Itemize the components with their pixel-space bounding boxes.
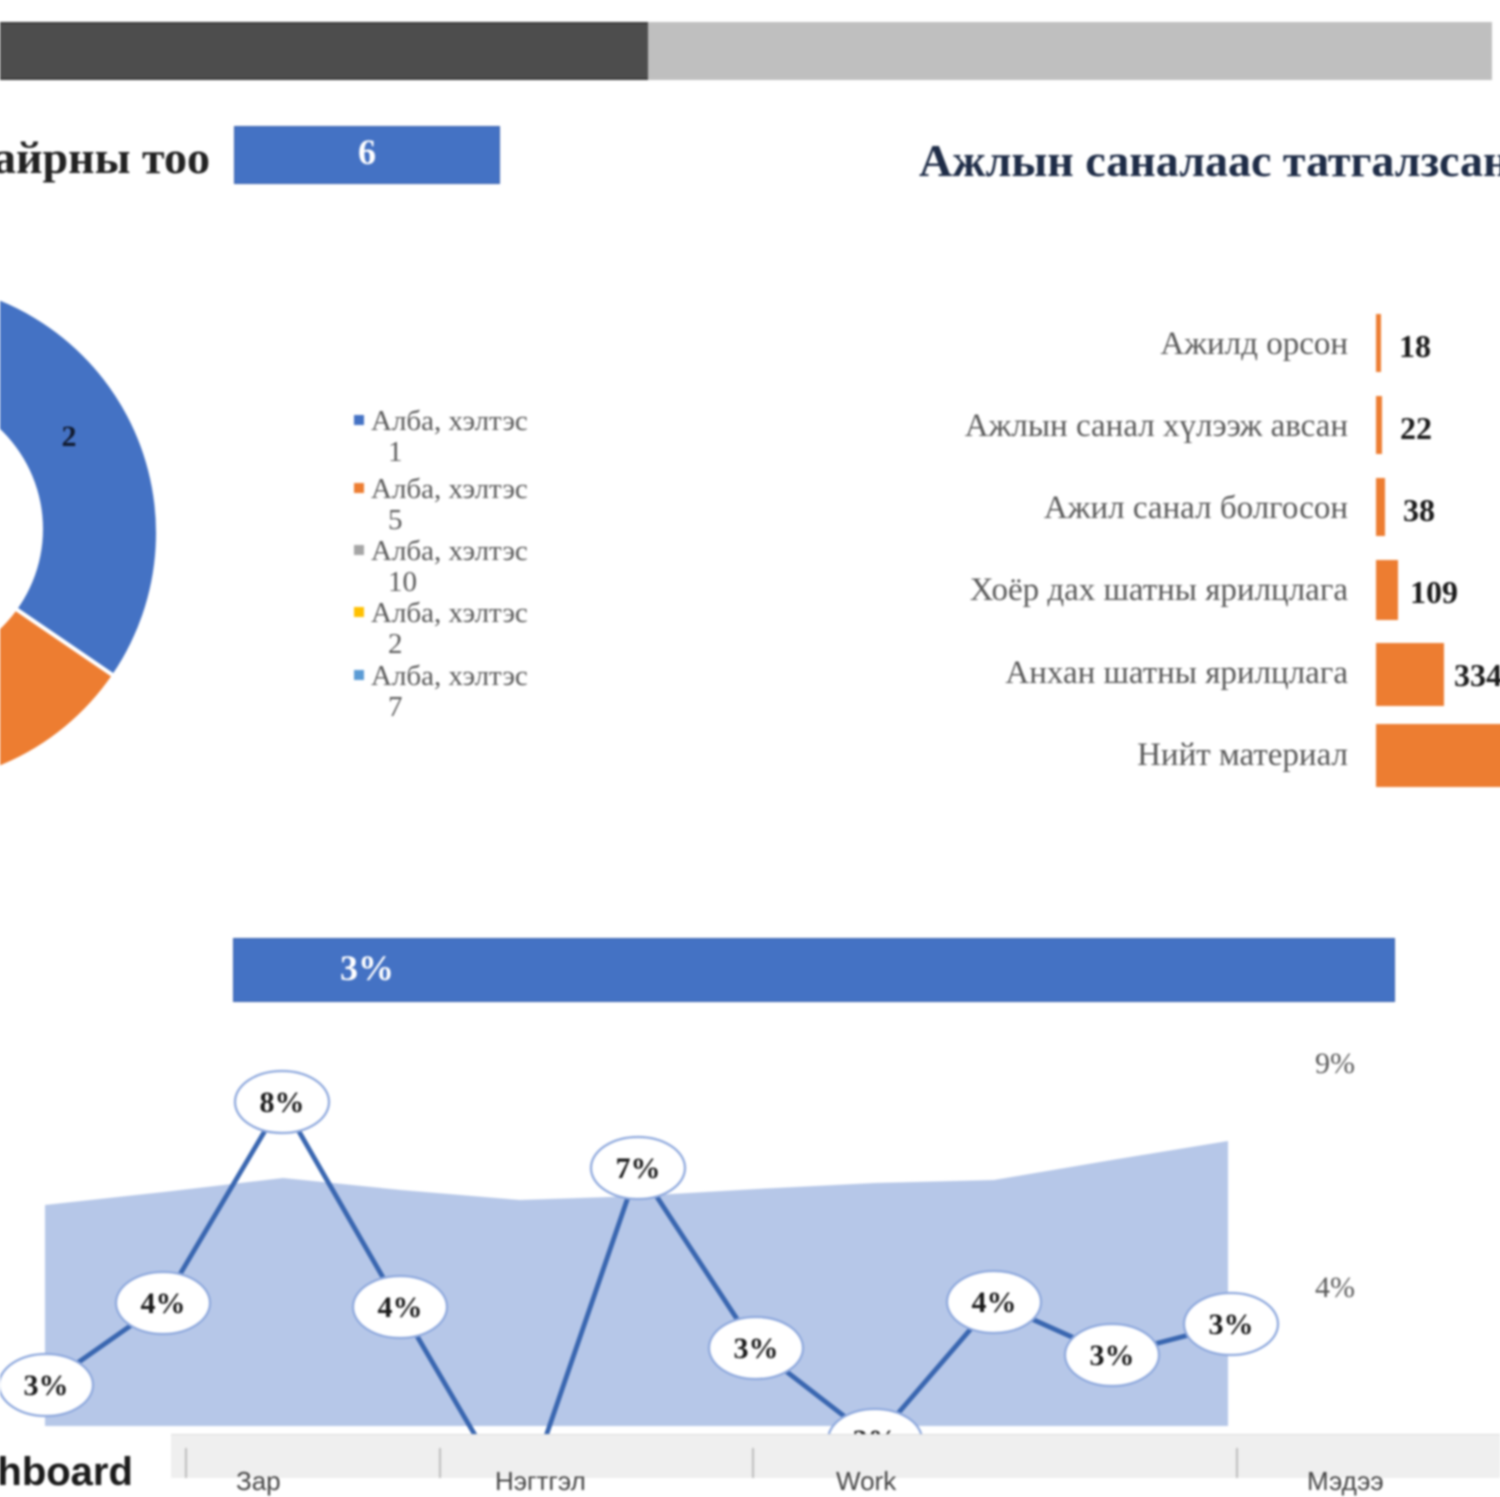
svg-text:8%: 8% <box>260 1086 305 1119</box>
svg-text:7%: 7% <box>616 1152 661 1185</box>
svg-text:2: 2 <box>62 420 77 453</box>
svg-text:4%: 4% <box>378 1291 423 1324</box>
svg-text:3%: 3% <box>1209 1308 1254 1341</box>
svg-text:3%: 3% <box>24 1369 69 1402</box>
svg-text:4%: 4% <box>141 1287 186 1320</box>
svg-text:4%: 4% <box>972 1286 1017 1319</box>
svg-text:3%: 3% <box>734 1332 779 1365</box>
svg-text:3%: 3% <box>1090 1339 1135 1372</box>
